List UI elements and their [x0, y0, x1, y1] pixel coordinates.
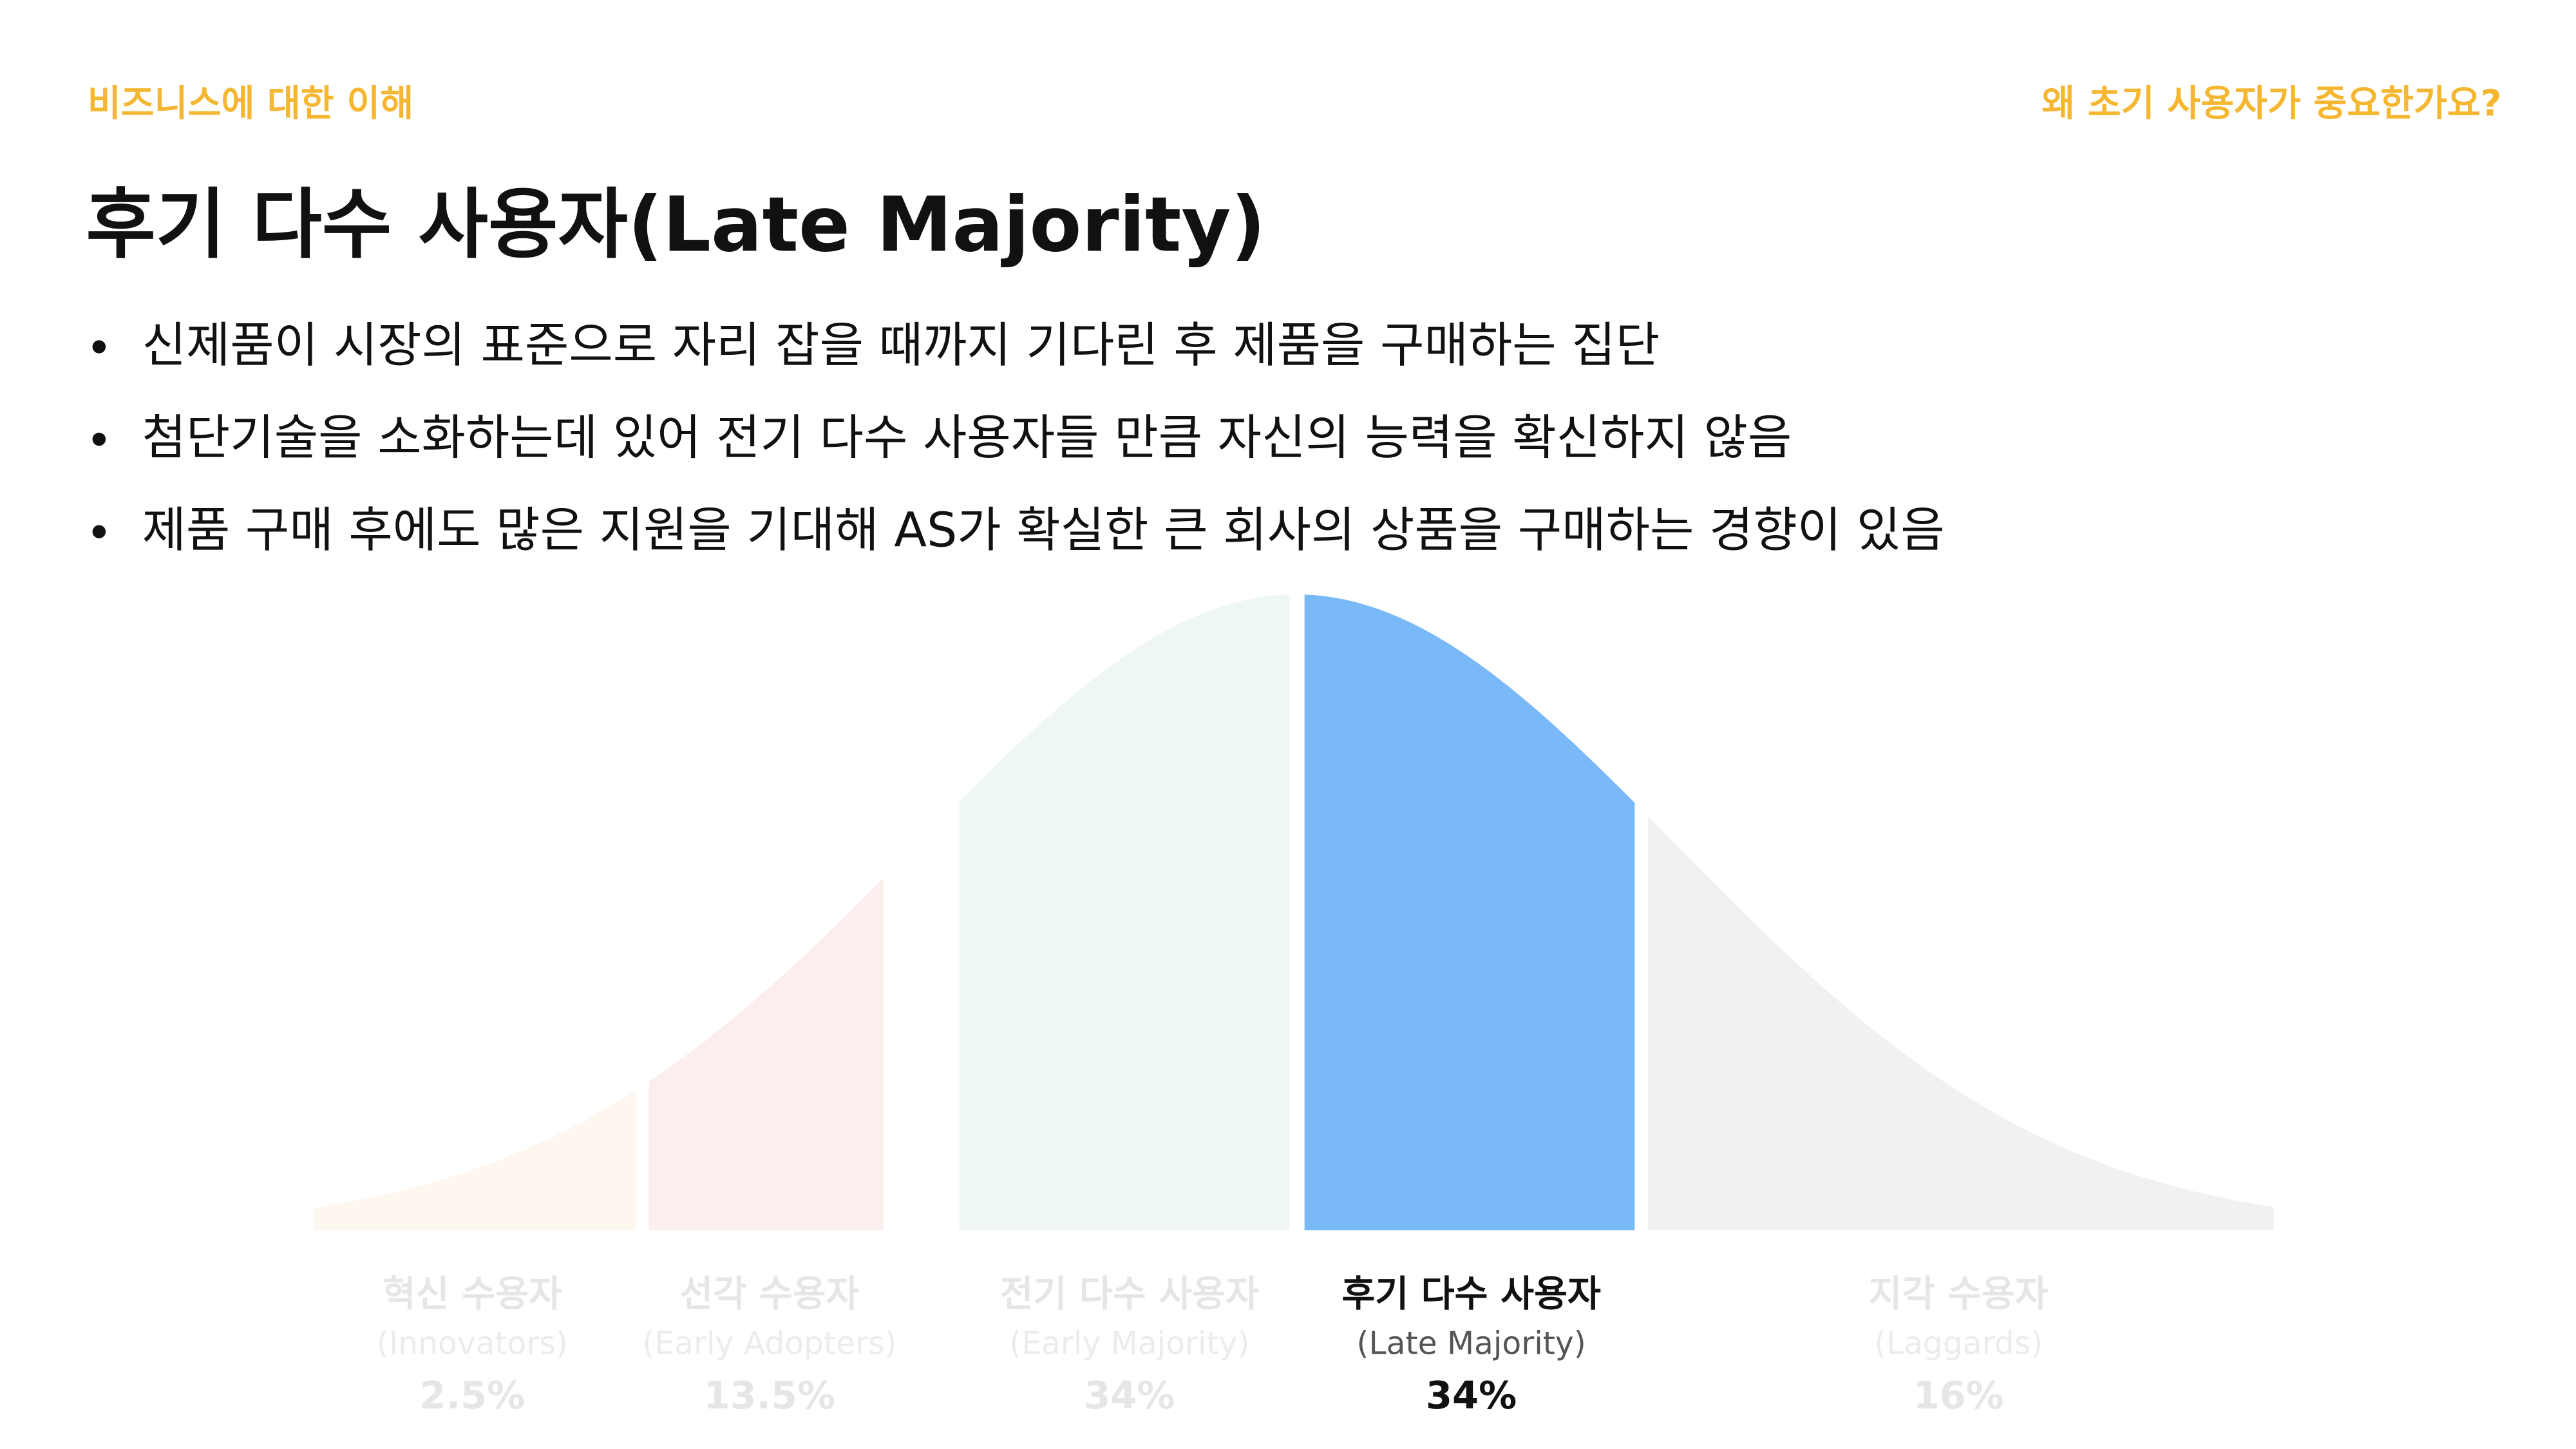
bullet-dot: [92, 432, 106, 446]
bullet-text: 신제품이 시장의 표준으로 자리 잡을 때까지 기다린 후 제품을 구매하는 집…: [142, 317, 1660, 374]
curve-segment: [1304, 594, 1635, 1231]
segment-sublabel: (Laggards): [1874, 1326, 2043, 1362]
segment-share: 34%: [1084, 1373, 1175, 1417]
topic-label: 왜 초기 사용자가 중요한가요?: [2041, 82, 2501, 124]
curve-segment: [314, 1090, 636, 1231]
segment-label: 전기 다수 사용자: [1000, 1273, 1260, 1315]
segment-label: 후기 다수 사용자: [1341, 1273, 1601, 1315]
slide-title: 후기 다수 사용자(Late Majority): [86, 181, 1265, 269]
curve-segment: [649, 878, 884, 1231]
segment-sublabel: (Early Majority): [1009, 1326, 1249, 1362]
segment-sublabel: (Late Majority): [1357, 1326, 1586, 1362]
curve-segment: [959, 594, 1290, 1231]
segment-share: 16%: [1913, 1373, 2003, 1417]
segment-label: 혁신 수용자: [383, 1273, 562, 1315]
segment-share: 13.5%: [704, 1373, 836, 1417]
section-label: 비즈니스에 대한 이해: [88, 82, 413, 124]
segment-label: 선각 수용자: [679, 1273, 859, 1315]
bullet-dot: [92, 525, 106, 538]
bullet-dot: [92, 340, 106, 354]
adoption-curve: 혁신 수용자 (Innovators) 2.5% 선각 수용자 (Early Adopt…: [314, 594, 2274, 1417]
segment-share: 34%: [1426, 1373, 1517, 1417]
segment-sublabel: (Innovators): [377, 1326, 568, 1362]
curve-segment: [1647, 816, 2274, 1231]
segment-sublabel: (Early Adopters): [642, 1326, 896, 1362]
bullet-text: 첨단기술을 소화하는데 있어 전기 다수 사용자들 만큼 자신의 능력을 확신하…: [142, 410, 1792, 466]
segment-share: 2.5%: [420, 1373, 526, 1417]
bullet-text: 제품 구매 후에도 많은 지원을 기대해 AS가 확실한 큰 회사의 상품을 구…: [142, 502, 1945, 558]
segment-label: 지각 수용자: [1868, 1273, 2048, 1315]
